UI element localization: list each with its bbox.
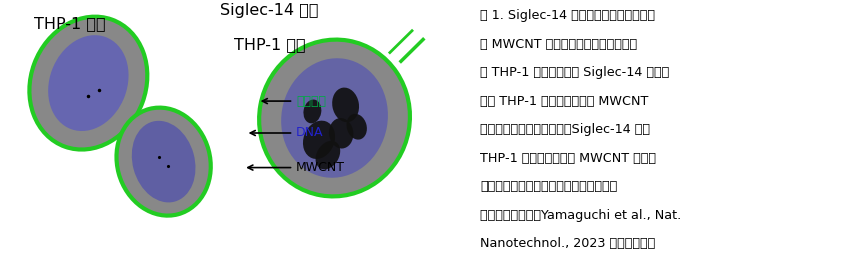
Ellipse shape — [116, 108, 210, 216]
Text: DNA: DNA — [250, 127, 323, 139]
Ellipse shape — [346, 114, 366, 140]
Text: 子　が　判　る（Yamaguchi et al., Nat.: 子 が 判 る（Yamaguchi et al., Nat. — [479, 209, 681, 222]
Ellipse shape — [30, 17, 147, 149]
Text: Siglec-14 発現: Siglec-14 発現 — [220, 3, 318, 18]
Ellipse shape — [303, 121, 335, 159]
Text: THP-1 細胞: THP-1 細胞 — [234, 37, 306, 52]
Ellipse shape — [303, 99, 321, 123]
Text: 内に取り込んでいる（貟食している）様: 内に取り込んでいる（貟食している）様 — [479, 180, 617, 193]
Text: の MWCNT 貟食　ヒトマクロファージ: の MWCNT 貟食 ヒトマクロファージ — [479, 38, 636, 51]
Ellipse shape — [132, 121, 195, 202]
Text: THP-1 細胞は，顕著に MWCNT を細胞: THP-1 細胞は，顕著に MWCNT を細胞 — [479, 152, 656, 165]
Text: 系 THP-1 細胞，および Siglec-14 を導入: 系 THP-1 細胞，および Siglec-14 を導入 — [479, 66, 668, 79]
Text: した THP-1 細胞それぞれに MWCNT: した THP-1 細胞それぞれに MWCNT — [479, 95, 648, 108]
Text: Nanotechnol., 2023 より転載）。: Nanotechnol., 2023 より転載）。 — [479, 237, 655, 250]
Text: 10 μm: 10 μm — [287, 217, 320, 227]
Text: MWCNT: MWCNT — [247, 161, 345, 174]
Ellipse shape — [259, 40, 409, 196]
Text: THP-1 細胞: THP-1 細胞 — [34, 16, 106, 31]
Ellipse shape — [332, 88, 359, 122]
Ellipse shape — [48, 35, 128, 131]
Ellipse shape — [328, 118, 353, 148]
Text: 図 1. Siglec-14 を介するマクロファージ: 図 1. Siglec-14 を介するマクロファージ — [479, 9, 654, 22]
Ellipse shape — [315, 141, 340, 169]
Text: 10 μm: 10 μm — [57, 217, 89, 227]
Text: アクチン: アクチン — [262, 95, 326, 107]
Ellipse shape — [281, 58, 387, 178]
Text: を加えて顕微鏡観察した。Siglec-14 発現: を加えて顕微鏡観察した。Siglec-14 発現 — [479, 123, 650, 136]
